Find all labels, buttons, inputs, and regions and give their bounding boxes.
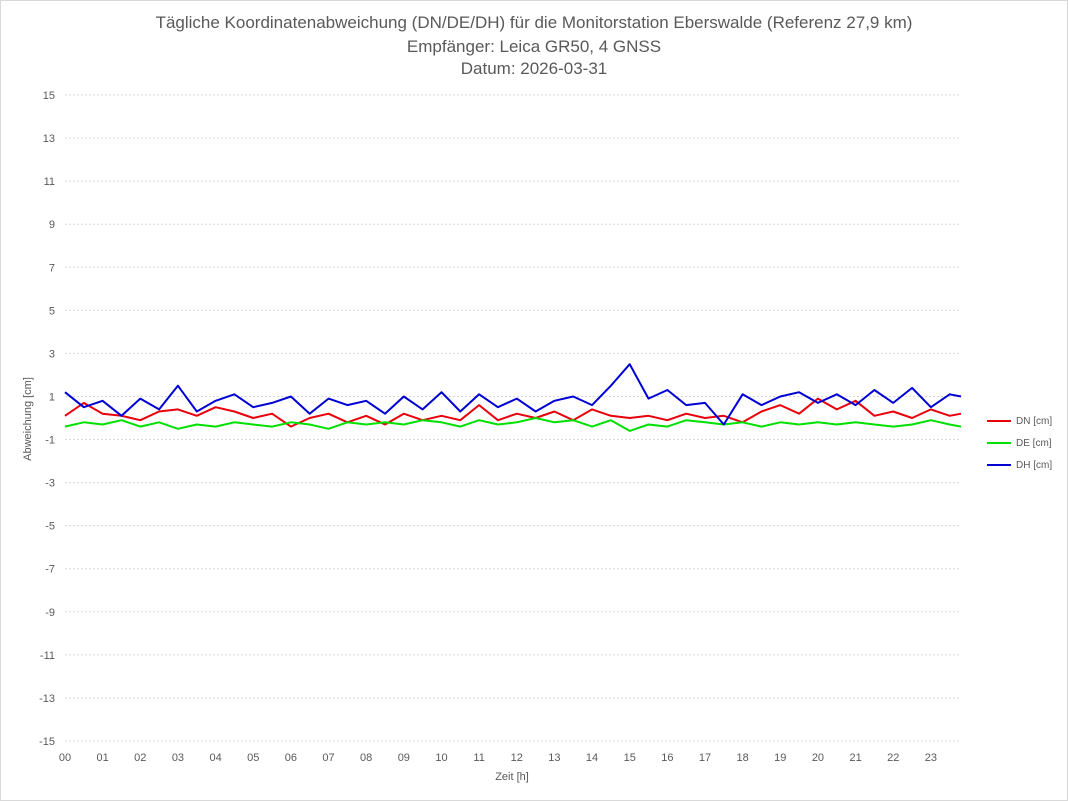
x-tick-label: 22 [887,752,899,764]
x-tick-label: 08 [360,752,372,764]
x-tick-label: 07 [322,752,334,764]
legend-item-de: DE [cm] [987,432,1052,454]
legend-swatch [987,464,1011,466]
chart-subtitle-date: Datum: 2026-03-31 [460,59,608,78]
x-tick-label: 06 [285,752,297,764]
x-tick-label: 00 [59,752,71,764]
y-tick-label: 15 [43,90,55,102]
x-tick-label: 05 [247,752,259,764]
x-tick-label: 04 [209,752,221,764]
y-tick-label: 9 [49,219,55,231]
y-tick-label: -13 [39,693,55,705]
y-axis-ticks: 15 13 11 9 7 5 3 1 -1 -3 -5 -7 -9 -11 -13 -15 [39,90,55,748]
y-tick-label: -15 [39,736,55,748]
y-tick-label: 11 [44,176,55,188]
legend-label: DE [cm] [1016,437,1052,449]
series-line-dh [64,363,962,426]
x-tick-label: 10 [435,752,447,764]
x-tick-label: 14 [586,752,598,764]
chart-subtitle-receiver: Empfänger: Leica GR50, 4 GNSS [406,37,662,56]
x-axis-label: Zeit [h] [495,771,529,783]
y-tick-label: 5 [49,305,55,317]
x-tick-label: 18 [737,752,749,764]
legend-swatch [987,420,1011,422]
x-tick-label: 21 [849,752,861,764]
x-tick-label: 12 [511,752,523,764]
x-tick-label: 02 [134,752,146,764]
y-tick-label: 13 [43,133,55,145]
legend-label: DN [cm] [1016,415,1053,427]
x-tick-label: 15 [624,752,636,764]
x-tick-label: 03 [172,752,184,764]
chart-title: Tägliche Koordinatenabweichung (DN/DE/DH… [155,13,913,32]
series-lines [64,363,962,432]
y-axis-label: Abweichung [cm] [22,377,34,461]
y-tick-label: -1 [45,435,55,447]
x-tick-label: 16 [661,752,673,764]
legend-item-dn: DN [cm] [987,410,1052,432]
x-tick-label: 13 [548,752,560,764]
x-tick-label: 01 [97,752,109,764]
y-tick-label: -11 [40,650,55,662]
y-tick-label: 7 [49,262,55,274]
series-line-dn [64,397,962,428]
legend-label: DH [cm] [1016,459,1053,471]
y-tick-label: -9 [45,607,55,619]
gridlines [65,94,961,742]
y-tick-label: -5 [45,521,55,533]
chart-legend: DN [cm] DE [cm] DH [cm] [987,410,1052,476]
legend-item-dh: DH [cm] [987,454,1052,476]
x-tick-label: 17 [699,752,711,764]
series-line-de [64,417,962,432]
x-tick-label: 11 [473,752,484,764]
x-tick-label: 09 [398,752,410,764]
x-tick-label: 20 [812,752,824,764]
x-axis-ticks: 00 01 02 03 04 05 06 07 08 09 10 11 12 13 14 15 16 17 18 19… [59,752,937,764]
x-tick-label: 19 [774,752,786,764]
x-tick-label: 23 [925,752,937,764]
y-tick-label: -7 [45,564,55,576]
y-tick-label: 1 [49,391,55,403]
y-tick-label: -3 [45,478,55,490]
legend-swatch [987,442,1011,444]
y-tick-label: 3 [49,348,55,360]
